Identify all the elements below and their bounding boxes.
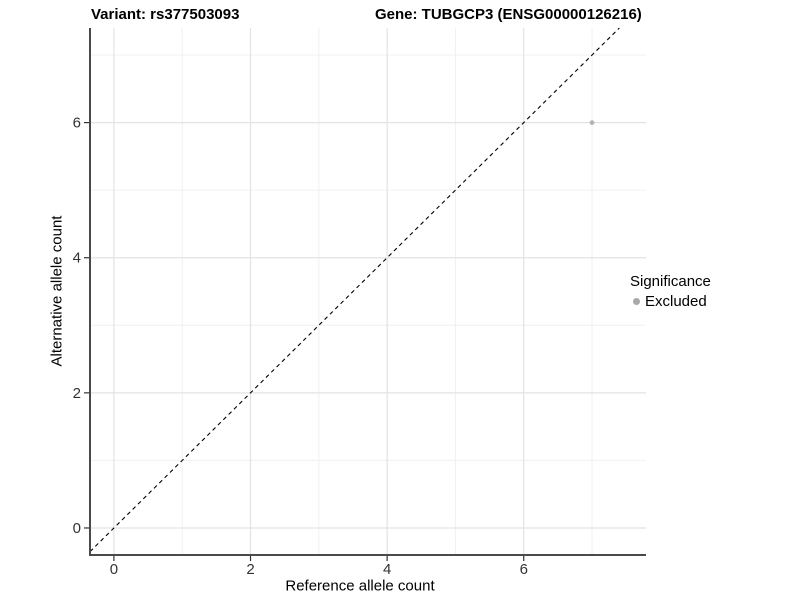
plot-title-variant: Variant: rs377503093: [91, 6, 240, 23]
x-tick-label: 6: [520, 561, 528, 578]
y-axis-title: Alternative allele count: [48, 215, 66, 367]
plot-title-gene: Gene: TUBGCP3 (ENSG00000126216): [375, 6, 642, 23]
y-tick-label: 2: [73, 385, 81, 402]
excluded-dot-icon: [633, 298, 640, 305]
x-tick-label: 4: [383, 561, 391, 578]
identity-reference-line: [89, 27, 620, 553]
legend: Significance Excluded: [630, 273, 711, 310]
x-tick-label: 2: [246, 561, 254, 578]
data-point: [589, 120, 595, 125]
legend-key: [630, 295, 643, 308]
y-tick-label: 4: [73, 250, 81, 267]
x-tick-label: 0: [110, 561, 118, 578]
y-tick-label: 6: [73, 115, 81, 132]
x-axis-title: Reference allele count: [285, 577, 435, 595]
legend-item-excluded: Excluded: [630, 293, 711, 310]
y-tick-label: 0: [73, 520, 81, 537]
legend-item-label: Excluded: [645, 293, 707, 310]
legend-title: Significance: [630, 273, 711, 290]
